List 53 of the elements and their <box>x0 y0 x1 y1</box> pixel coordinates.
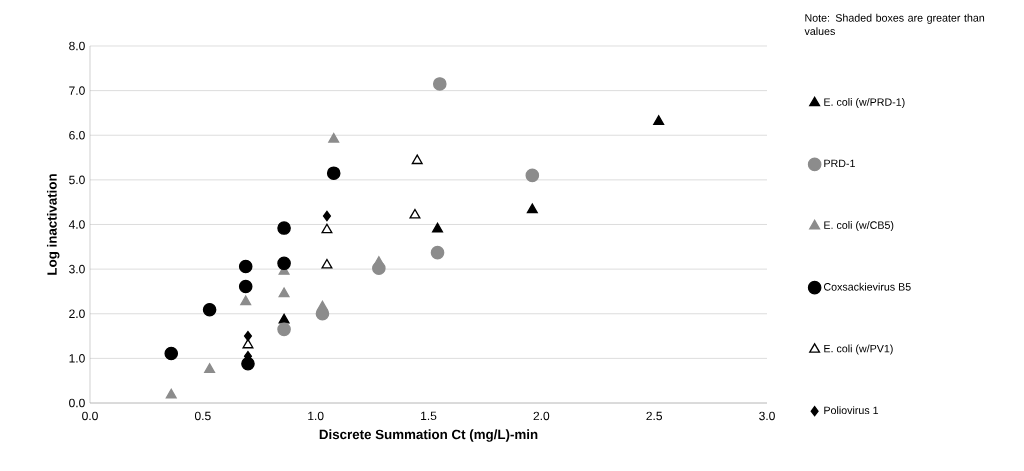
x-tick-label: 1.0 <box>308 411 324 421</box>
point <box>322 210 332 222</box>
y-tick-label: 5.0 <box>69 175 85 185</box>
legend-label: E. coli (w/CB5) <box>824 221 894 232</box>
point <box>409 208 421 219</box>
point <box>525 168 540 183</box>
y-axis-title: Log inactivation <box>46 174 60 275</box>
x-axis-title: Discrete Summation Ct (mg/L)-min <box>319 429 538 442</box>
x-tick-label: 0.0 <box>82 411 98 421</box>
legend-label: E. coli (w/PRD-1) <box>824 98 905 108</box>
point <box>164 346 179 361</box>
point <box>277 256 291 271</box>
y-tick-label: 8.0 <box>69 41 85 51</box>
y-tick-label: 1.0 <box>69 354 85 363</box>
point <box>411 154 423 165</box>
y-tick-label: 0.0 <box>69 398 85 408</box>
point <box>432 77 447 91</box>
point <box>278 287 290 298</box>
point <box>328 132 340 143</box>
point <box>277 221 291 235</box>
point <box>165 388 177 399</box>
point <box>430 245 445 260</box>
y-tick-label: 7.0 <box>69 86 85 95</box>
legend-label: Coxsackievirus B5 <box>823 282 911 291</box>
point <box>653 115 665 125</box>
x-tick-label: 2.0 <box>533 411 550 421</box>
text: Note: Shaded boxes are greater than values <box>804 13 985 36</box>
point <box>321 258 333 269</box>
legend-label: E. coli (w/PV1) <box>824 344 893 355</box>
y-tick-label: 3.0 <box>69 264 85 274</box>
point <box>321 223 333 234</box>
point <box>277 322 291 337</box>
point <box>238 279 253 294</box>
point <box>243 330 253 342</box>
point <box>316 300 328 311</box>
point <box>326 166 341 180</box>
y-tick-label: 6.0 <box>69 130 85 140</box>
point <box>240 295 252 306</box>
x-tick-label: 3.0 <box>759 411 775 421</box>
x-tick-label: 1.5 <box>421 411 437 421</box>
point <box>432 222 444 233</box>
point <box>373 256 385 266</box>
x-tick-label: 0.5 <box>194 411 211 421</box>
legend-label: Poliovirus 1 <box>824 406 879 415</box>
point <box>204 363 216 373</box>
y-tick-label: 2.0 <box>69 309 85 319</box>
point <box>526 203 538 214</box>
point <box>238 259 253 274</box>
y-tick-label: 4.0 <box>68 220 85 229</box>
x-tick-label: 2.5 <box>646 411 663 421</box>
legend-label: PRD-1 <box>824 159 855 168</box>
point <box>278 313 290 324</box>
point <box>202 302 217 317</box>
